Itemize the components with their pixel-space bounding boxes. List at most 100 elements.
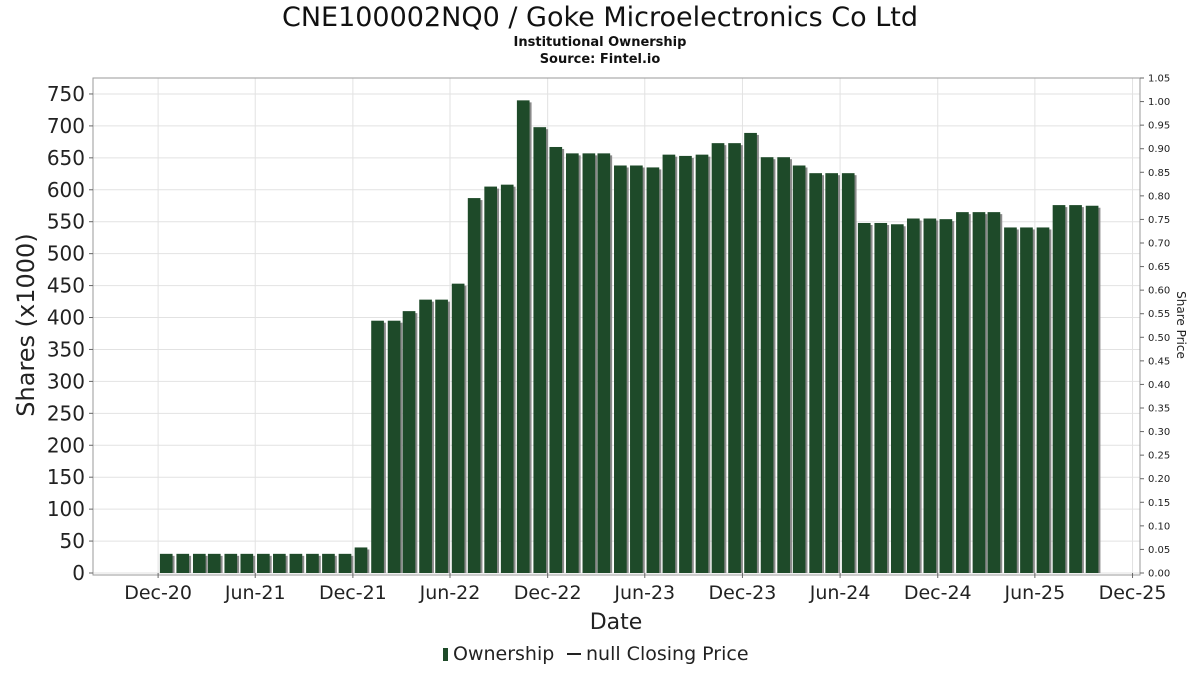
ownership-bar (1036, 227, 1050, 573)
ownership-bar (402, 311, 416, 573)
ownership-bar (224, 553, 238, 573)
x-tick-label: Dec-25 (1099, 582, 1167, 604)
y-tick-label: 0 (72, 561, 85, 585)
ownership-bar (760, 157, 774, 573)
y2-tick-label: 0.75 (1148, 215, 1170, 226)
y-tick-label: 50 (60, 529, 85, 553)
ownership-bar (1052, 205, 1066, 574)
ownership-bar (890, 224, 904, 573)
ownership-bar (744, 132, 757, 574)
ownership-bar (1020, 227, 1033, 573)
ownership-bar (176, 553, 190, 573)
ownership-bar (711, 143, 725, 574)
ownership-bar (207, 553, 221, 573)
y2-tick-label: 0.70 (1148, 239, 1170, 250)
y-tick-label: 450 (47, 274, 85, 298)
ownership-bar (1069, 205, 1082, 574)
y-tick-label: 100 (47, 497, 85, 521)
ownership-bar (809, 173, 822, 574)
ownership-bar (630, 165, 643, 573)
x-tick-label: Jun-25 (1004, 582, 1066, 604)
legend: Ownership null Closing Price (443, 643, 749, 665)
ownership-bar (484, 186, 498, 574)
y2-tick-label: 0.25 (1148, 451, 1170, 462)
ownership-bar (322, 553, 335, 573)
ownership-bar (662, 154, 676, 574)
y-tick-label: 550 (47, 210, 85, 234)
x-axis-title: Date (590, 610, 643, 635)
x-tick-label: Dec-23 (709, 582, 777, 604)
x-tick-label: Dec-24 (904, 582, 972, 604)
ownership-bar (354, 547, 368, 573)
x-axis: Dec-20 Jun-21 Dec-21 Jun-22 Dec-22 Jun-23 Dec-… (124, 573, 1166, 604)
y-tick-label: 700 (47, 114, 85, 138)
ownership-bar (956, 212, 969, 573)
ownership-bar (257, 553, 270, 573)
y2-tick-label: 0.95 (1148, 121, 1170, 132)
ownership-bar (192, 553, 206, 573)
x-tick-label: Jun-22 (419, 582, 481, 604)
ownership-bar (597, 153, 611, 573)
ownership-bar (516, 100, 530, 574)
x-tick-label: Dec-21 (319, 582, 387, 604)
ownership-bar (646, 167, 660, 573)
chart-source: Source: Fintel.io (539, 52, 661, 67)
y-axis-right: 0.00 0.05 0.10 0.15 0.20 0.25 0.30 0.35 0.40 0.45… (1140, 74, 1170, 580)
y-tick-label: 150 (47, 465, 85, 489)
ownership-bar (435, 299, 448, 573)
ownership-bar (972, 212, 986, 573)
ownership-bar (614, 165, 627, 573)
ownership-bar (549, 146, 563, 573)
ownership-bar (240, 553, 254, 573)
y2-tick-label: 0.55 (1148, 309, 1170, 320)
x-tick-label: Jun-23 (613, 582, 675, 604)
legend-ownership-label: Ownership (453, 643, 554, 665)
y2-tick-label: 1.00 (1148, 97, 1170, 108)
y-axis-title: Shares (x1000) (12, 233, 40, 416)
ownership-bar (419, 299, 432, 573)
y2-tick-label: 0.10 (1148, 521, 1170, 532)
y2-axis-title: Share Price (1174, 291, 1188, 359)
ownership-bar (289, 553, 303, 573)
y-tick-label: 250 (47, 401, 85, 425)
ownership-bar (874, 222, 888, 573)
plot-area (92, 77, 1141, 576)
ownership-bar (159, 553, 173, 573)
y2-tick-label: 0.90 (1148, 144, 1170, 155)
ownership-bar (695, 154, 709, 574)
x-tick-label: Dec-22 (514, 582, 582, 604)
y-tick-label: 500 (47, 242, 85, 266)
ownership-bar (1004, 227, 1017, 573)
chart-title: CNE100002NQ0 / Goke Microelectronics Co … (281, 2, 919, 33)
ownership-bars (159, 100, 1101, 574)
y2-tick-label: 0.05 (1148, 545, 1170, 556)
y2-tick-label: 0.65 (1148, 262, 1170, 273)
x-tick-label: Dec-20 (124, 582, 192, 604)
ownership-bar (728, 143, 741, 574)
ownership-bar (500, 184, 514, 573)
ownership-bar (857, 222, 871, 573)
y-tick-label: 600 (47, 178, 85, 202)
y-tick-label: 750 (47, 82, 85, 106)
y2-tick-label: 0.30 (1148, 427, 1170, 438)
ownership-bar (1085, 205, 1099, 573)
x-tick-label: Jun-21 (224, 582, 286, 604)
ownership-bar (987, 212, 1001, 573)
y2-tick-label: 0.45 (1148, 356, 1170, 367)
y-tick-label: 300 (47, 369, 85, 393)
y-tick-label: 200 (47, 433, 85, 457)
ownership-bar (582, 153, 596, 573)
y2-tick-label: 0.20 (1148, 474, 1170, 485)
y2-tick-label: 0.60 (1148, 286, 1170, 297)
y2-tick-label: 0.35 (1148, 404, 1170, 415)
y2-tick-label: 0.00 (1148, 569, 1170, 580)
ownership-bar (923, 218, 937, 574)
ownership-bar (679, 155, 692, 573)
ownership-bar (777, 157, 790, 573)
chart-subtitle: Institutional Ownership (513, 35, 687, 50)
y-tick-label: 400 (47, 306, 85, 330)
ownership-bar (792, 165, 806, 573)
ownership-bar (467, 198, 481, 573)
y2-tick-label: 0.50 (1148, 333, 1170, 344)
ownership-bar (939, 219, 953, 573)
